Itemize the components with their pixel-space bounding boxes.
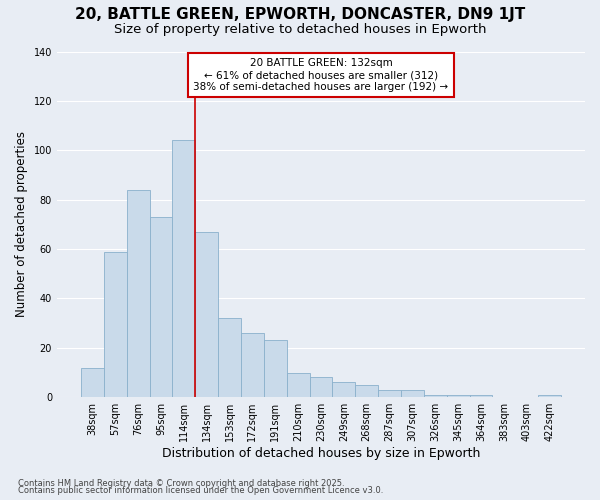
Bar xyxy=(538,394,561,397)
Bar xyxy=(149,217,172,397)
Bar xyxy=(104,252,127,397)
Bar xyxy=(401,390,424,397)
Text: Size of property relative to detached houses in Epworth: Size of property relative to detached ho… xyxy=(114,22,486,36)
Bar xyxy=(172,140,195,397)
Bar xyxy=(81,368,104,397)
Y-axis label: Number of detached properties: Number of detached properties xyxy=(15,132,28,318)
X-axis label: Distribution of detached houses by size in Epworth: Distribution of detached houses by size … xyxy=(162,447,480,460)
Bar xyxy=(127,190,149,397)
Bar xyxy=(264,340,287,397)
Bar xyxy=(287,372,310,397)
Bar xyxy=(195,232,218,397)
Bar xyxy=(218,318,241,397)
Bar xyxy=(332,382,355,397)
Bar xyxy=(470,394,493,397)
Bar xyxy=(446,394,470,397)
Text: Contains HM Land Registry data © Crown copyright and database right 2025.: Contains HM Land Registry data © Crown c… xyxy=(18,478,344,488)
Bar xyxy=(378,390,401,397)
Text: 20 BATTLE GREEN: 132sqm
← 61% of detached houses are smaller (312)
38% of semi-d: 20 BATTLE GREEN: 132sqm ← 61% of detache… xyxy=(193,58,449,92)
Bar xyxy=(241,333,264,397)
Bar xyxy=(310,378,332,397)
Text: 20, BATTLE GREEN, EPWORTH, DONCASTER, DN9 1JT: 20, BATTLE GREEN, EPWORTH, DONCASTER, DN… xyxy=(75,8,525,22)
Text: Contains public sector information licensed under the Open Government Licence v3: Contains public sector information licen… xyxy=(18,486,383,495)
Bar xyxy=(424,394,446,397)
Bar xyxy=(355,385,378,397)
